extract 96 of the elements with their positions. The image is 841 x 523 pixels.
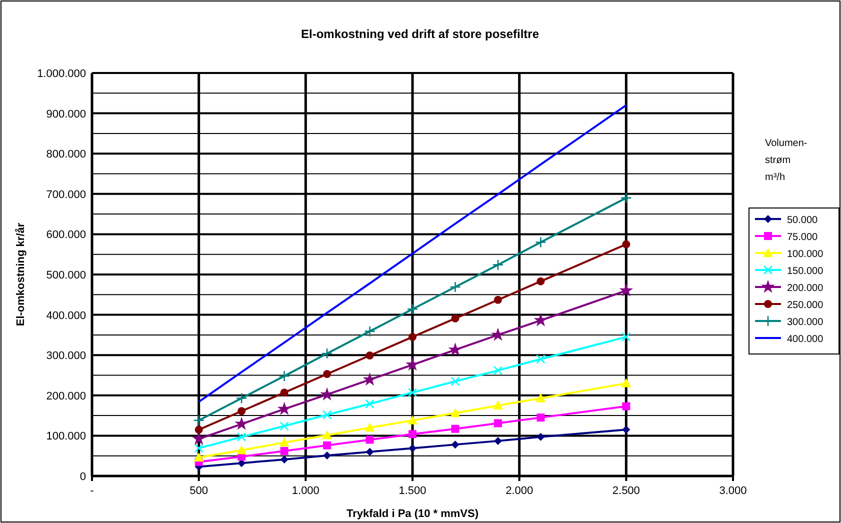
point — [534, 313, 548, 326]
point — [323, 451, 332, 460]
x-tick-label: 1.000 — [292, 485, 320, 497]
x-axis-title: Trykfald i Pa (10 * mmVS) — [346, 508, 479, 520]
y-tick-label: 100.000 — [46, 430, 86, 443]
point — [236, 445, 247, 454]
point — [622, 426, 630, 434]
point — [278, 370, 290, 382]
legend-title: Volumen- strøm m³/h — [765, 138, 808, 183]
point — [236, 392, 248, 404]
point — [451, 440, 460, 449]
y-tick-label: 900.000 — [46, 108, 86, 120]
point — [408, 444, 416, 452]
point — [536, 393, 546, 402]
point — [366, 436, 374, 444]
legend-label: 300.000 — [787, 317, 824, 328]
y-tick-label: 0 — [80, 471, 86, 483]
point — [450, 408, 460, 418]
legend-label: 250.000 — [787, 300, 824, 311]
point — [620, 192, 632, 204]
point — [194, 426, 203, 434]
point — [194, 452, 204, 462]
legend-label: 200.000 — [787, 283, 824, 294]
point — [193, 414, 204, 426]
point — [321, 348, 333, 360]
point — [622, 240, 630, 248]
point — [279, 438, 290, 447]
legend-label: 400.000 — [787, 334, 824, 345]
point — [280, 447, 288, 456]
x-tick-label: 1.500 — [398, 485, 426, 497]
point — [536, 432, 545, 441]
point — [494, 419, 502, 428]
point — [408, 332, 416, 341]
y-tick-label: 400.000 — [46, 310, 86, 322]
point — [492, 400, 503, 410]
y-axis-title: El-omkostning kr/år — [14, 222, 27, 326]
point — [280, 421, 289, 431]
point — [451, 314, 460, 322]
chart-title: El-omkostning ved drift af store posefiltre — [300, 27, 540, 41]
point — [322, 430, 332, 440]
point — [406, 304, 418, 315]
x-tick-label: 2.000 — [506, 485, 534, 497]
point — [622, 402, 630, 410]
point — [535, 236, 546, 248]
point — [619, 283, 634, 297]
x-tick-label: 2.500 — [612, 485, 640, 497]
y-tick-label: 300.000 — [46, 350, 86, 362]
y-tick-label: 500.000 — [46, 270, 86, 282]
point — [322, 410, 332, 420]
point — [238, 407, 246, 416]
legend-label: 150.000 — [787, 266, 824, 277]
legend-label: 75.000 — [787, 232, 818, 243]
point — [280, 388, 288, 397]
point — [192, 432, 206, 445]
point — [323, 441, 332, 450]
y-tick-label: 1.000.000 — [37, 68, 86, 80]
point — [451, 424, 460, 433]
point — [621, 378, 632, 388]
point — [493, 366, 503, 376]
point — [364, 326, 376, 337]
point — [494, 296, 502, 304]
x-tick-label: 500 — [190, 485, 208, 497]
point — [194, 444, 204, 453]
point — [448, 342, 462, 356]
point — [277, 402, 292, 416]
point — [494, 436, 502, 445]
line-series — [198, 104, 628, 403]
x-tick-label: 3.000 — [719, 485, 747, 497]
point — [408, 430, 416, 438]
point — [450, 376, 460, 386]
point — [536, 277, 545, 286]
point — [406, 357, 420, 371]
y-tick-label: 600.000 — [46, 229, 86, 242]
point — [320, 387, 334, 401]
point — [622, 332, 631, 342]
point — [536, 414, 545, 422]
point — [408, 415, 418, 424]
y-tick-label: 800.000 — [46, 148, 86, 161]
point — [365, 399, 374, 409]
point — [323, 370, 332, 378]
point — [450, 281, 461, 293]
point — [536, 354, 546, 364]
point — [366, 448, 374, 456]
point — [234, 416, 249, 430]
point — [491, 328, 505, 341]
point — [280, 455, 288, 464]
point — [236, 432, 246, 442]
point — [366, 352, 374, 360]
point — [364, 422, 375, 432]
legend-label: 100.000 — [787, 249, 824, 260]
y-tick-label: 700.000 — [46, 188, 86, 201]
point — [492, 259, 504, 270]
x-tick-label: - — [90, 485, 94, 497]
legend-label: 50.000 — [787, 215, 818, 226]
point — [408, 388, 418, 398]
y-tick-label: 200.000 — [46, 390, 86, 402]
